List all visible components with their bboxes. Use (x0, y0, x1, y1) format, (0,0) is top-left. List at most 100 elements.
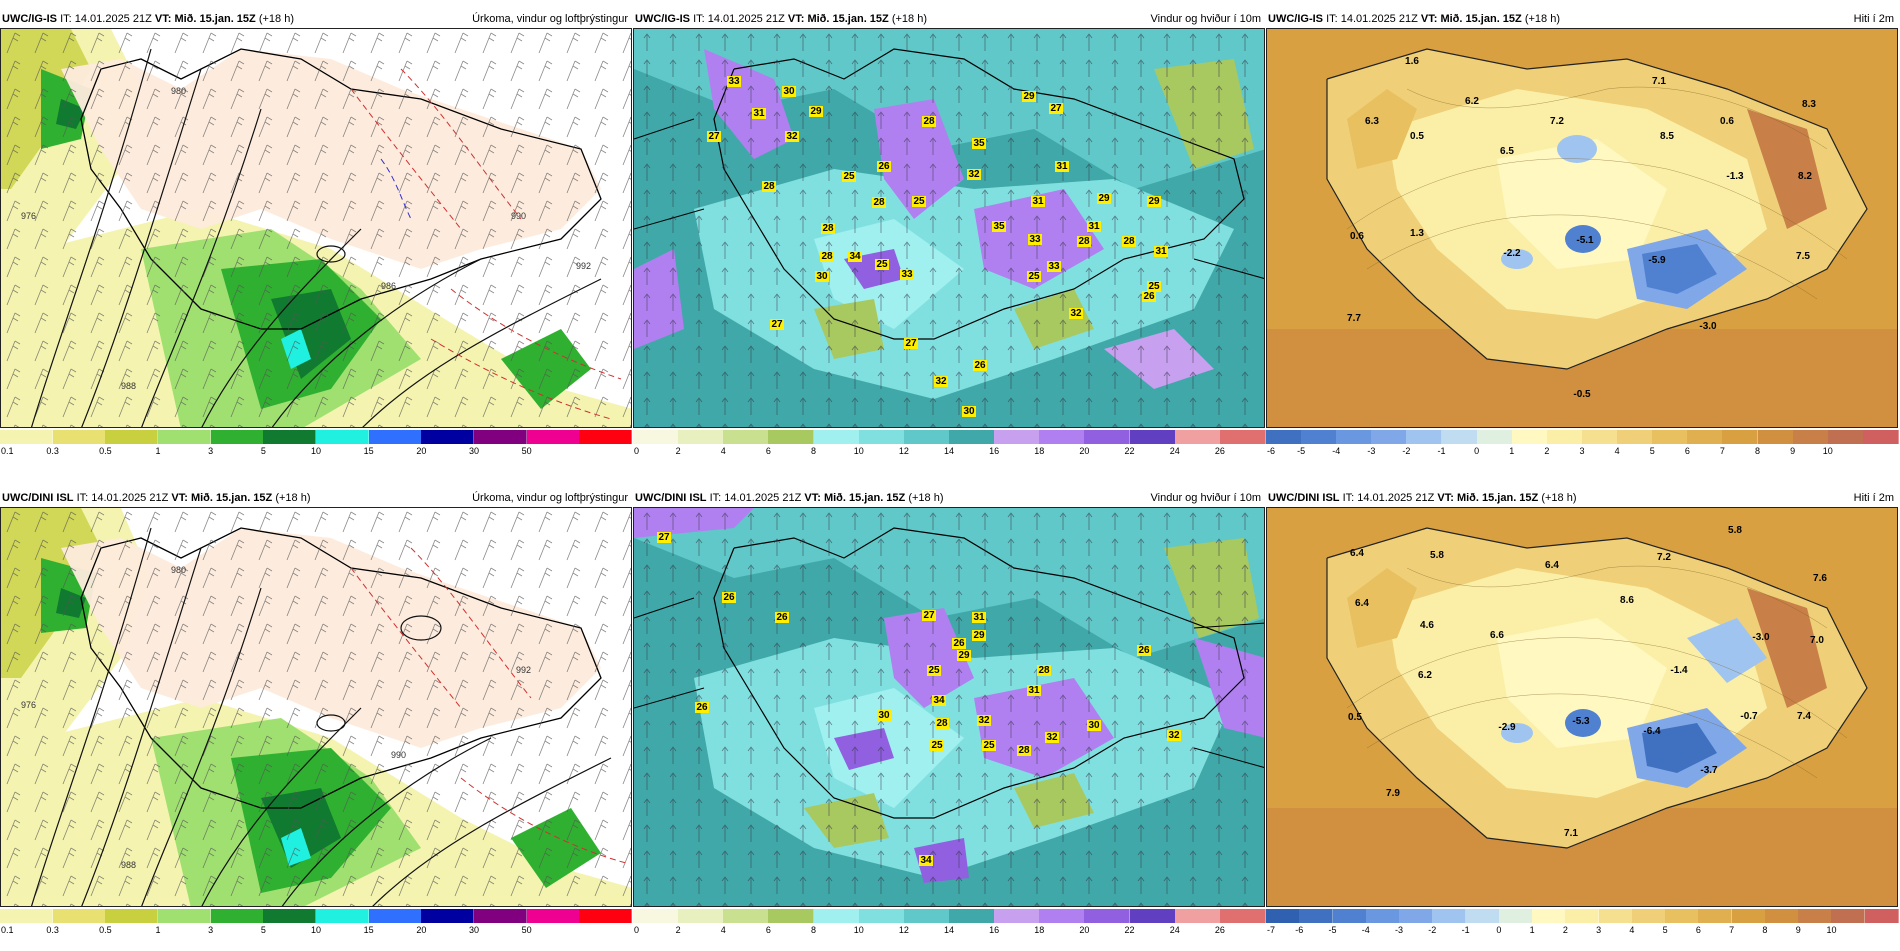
wind-speed-label: 29 (958, 650, 970, 661)
vt-value: Mið. 15.jan. 15Z (190, 492, 273, 504)
colorbar-tick-label: 20 (416, 446, 427, 456)
colorbar-segment (1336, 430, 1373, 444)
wind-speed-label: 32 (1046, 732, 1058, 743)
colorbar-segment (1084, 909, 1131, 923)
wind-colorbar-ticks: 0 2 4 6 8 10 12 14 16 18 20 22 24 26 (633, 925, 1265, 939)
wind-label-box (912, 196, 926, 207)
temperature-label: 6.5 (1500, 146, 1514, 157)
colorbar-tick-label: 3 (1596, 925, 1602, 935)
wind-label-box (820, 251, 834, 262)
colorbar-tick-label: 30 (468, 446, 480, 456)
wind-label-box (922, 116, 936, 127)
wind-label-box (1069, 308, 1083, 319)
colorbar-segment (421, 430, 475, 444)
colorbar-segment (1174, 909, 1221, 923)
colorbar-tick-label: 5 (260, 446, 266, 456)
wind-speed-label: 28 (923, 116, 935, 127)
colorbar-segment (1546, 430, 1583, 444)
colorbar-tick-label: 1 (1509, 446, 1515, 456)
it-label: IT: (76, 492, 89, 504)
colorbar-tick-label: 20 (1079, 446, 1090, 456)
wind-label-box (872, 197, 886, 208)
colorbar-segment (1476, 430, 1513, 444)
colorbar-segment (1798, 909, 1833, 923)
colorbar-tick-label: 10 (310, 446, 322, 456)
temperature-label: -3.0 (1699, 321, 1717, 332)
colorbar-segment (1498, 909, 1533, 923)
wind-speed-label: 31 (1056, 161, 1068, 172)
wind-speed-label: 33 (728, 76, 740, 87)
wind-speed-label: 28 (822, 223, 834, 234)
colorbar-segment (579, 430, 633, 444)
colorbar-tick-label: 24 (1169, 925, 1180, 935)
wind-speed-label: 30 (816, 271, 828, 282)
precip-map: 980 976 988 992 990 (0, 507, 632, 907)
temp-colorbar (1266, 430, 1899, 444)
panel-title: Úrkoma, vindur og loftþrýstingur (472, 492, 628, 504)
lead-time: (+18 h) (908, 492, 944, 504)
it-label: IT: (1342, 492, 1355, 504)
wind-label-box (1055, 161, 1069, 172)
temperature-label: -0.7 (1740, 711, 1758, 722)
temperature-label: 7.5 (1796, 251, 1810, 262)
wind-label-box (707, 131, 721, 142)
temperature-label: -1.4 (1670, 665, 1688, 676)
lead-time: (+18 h) (1524, 13, 1560, 25)
wind-label-box (930, 740, 944, 751)
colorbar-tick-label: -2 (1428, 925, 1437, 935)
wind-label-box (972, 630, 986, 641)
colorbar-segment (105, 909, 159, 923)
temperature-label: 7.4 (1797, 711, 1811, 722)
temperature-label: 5.8 (1728, 525, 1742, 536)
wind-speed-label: 26 (1143, 291, 1155, 302)
panel-header: UWC/IG-IS IT: 14.01.2025 21Z VT: Mið. 15… (1266, 10, 1898, 28)
temperature-label: 7.1 (1652, 76, 1666, 87)
colorbar-tick-label: 0 (634, 925, 640, 935)
colorbar-segment (263, 430, 317, 444)
wind-label-box (973, 360, 987, 371)
wind-speed-label: 34 (849, 251, 861, 262)
precip-colorbar-ticks: 0.1 0.3 0.5 1 3 5 10 15 20 30 50 (0, 446, 632, 460)
it-label: IT: (60, 13, 72, 25)
colorbar-tick-label: 12 (898, 446, 909, 456)
colorbar-tick-label: -1 (1437, 446, 1446, 456)
wind-speed-label: 28 (1018, 745, 1030, 756)
wind-label-box (1077, 236, 1091, 247)
temperature-label: 8.5 (1660, 131, 1674, 142)
wind-speed-label: 25 (1148, 281, 1160, 292)
wind-speed-label: 34 (933, 695, 945, 706)
temperature-label: 6.4 (1545, 560, 1559, 571)
colorbar-tick-label: 10 (853, 925, 864, 935)
wind-label-box (1097, 193, 1111, 204)
panel-title: Hiti í 2m (1853, 492, 1894, 504)
wind-label-box (1027, 271, 1041, 282)
colorbar-segment (1565, 909, 1600, 923)
panel-wind-bottom: UWC/DINI ISL IT: 14.01.2025 21Z VT: Mið.… (633, 489, 1266, 951)
vt-value: Mið. 15.jan. 15Z (823, 492, 906, 504)
colorbar-tick-label: 4 (720, 925, 726, 935)
temperature-label: 1.6 (1405, 56, 1419, 67)
model-name: UWC/DINI ISL (2, 492, 74, 504)
wind-label-box (1147, 281, 1161, 292)
vt-label: VT: (154, 13, 172, 25)
colorbar-tick-label: 9 (1790, 446, 1796, 456)
temperature-label: 7.2 (1550, 116, 1564, 127)
colorbar-segment (1698, 909, 1733, 923)
temp-colorbar-ticks: -7 -6 -5 -4 -3 -2 -1 0 1 2 3 4 5 6 7 8 9 10 (1266, 925, 1898, 939)
wind-label-box (752, 108, 766, 119)
wind-speed-label: 31 (973, 612, 985, 623)
wind-label-box (1027, 685, 1041, 696)
wind-label-box (952, 638, 966, 649)
colorbar-segment (1617, 430, 1654, 444)
wind-label-box (782, 86, 796, 97)
colorbar-segment (994, 430, 1041, 444)
temperature-label: 6.4 (1355, 598, 1369, 609)
colorbar-segment (1084, 430, 1131, 444)
wind-label-box (785, 131, 799, 142)
temperature-label: 6.4 (1350, 548, 1364, 559)
panel-precip-top: UWC/IG-IS IT: 14.01.2025 21Z VT: Mið. 15… (0, 10, 633, 472)
isobar-label: 992 (576, 261, 591, 271)
wind-colorbar (633, 430, 1266, 444)
colorbar-segment (1219, 909, 1266, 923)
